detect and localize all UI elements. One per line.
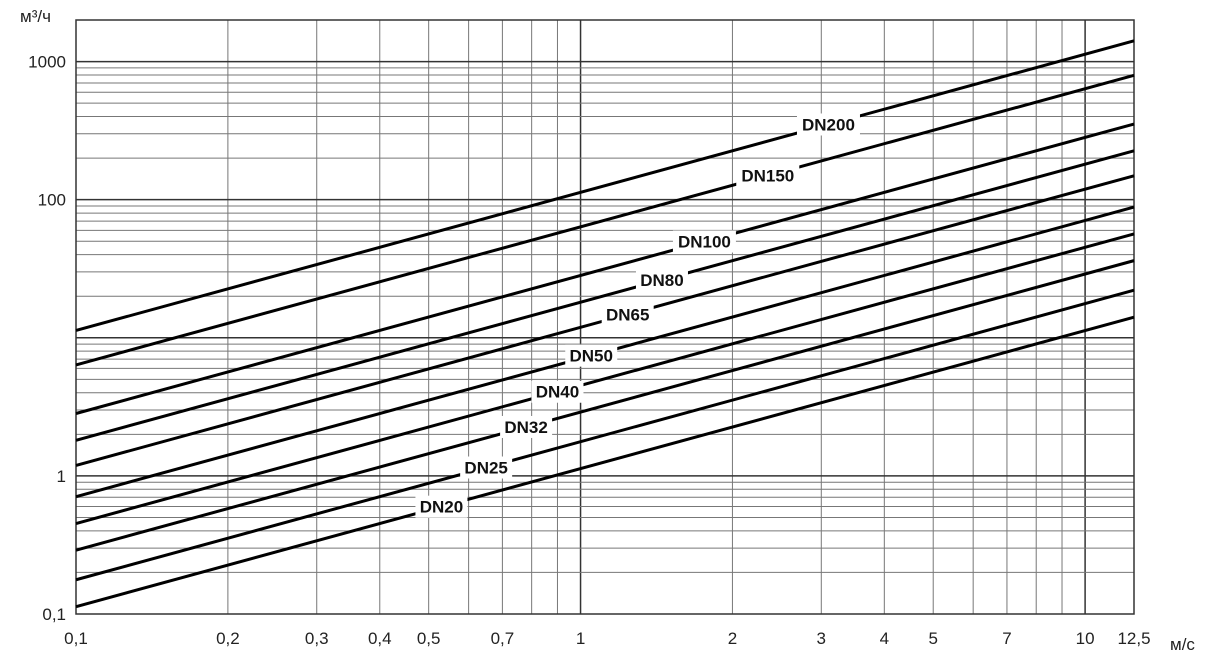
- y-tick-label: 1000: [28, 53, 66, 72]
- x-tick-label: 5: [928, 629, 937, 648]
- y-axis-unit-label: м³/ч: [20, 7, 51, 26]
- series-line-dn20: [75, 315, 1135, 609]
- x-tick-label: 4: [880, 629, 889, 648]
- x-tick-label: 12,5: [1117, 629, 1150, 648]
- x-tick-label: 0,5: [417, 629, 441, 648]
- y-tick-label: 1: [57, 467, 66, 486]
- series-label-bg-dn150: [736, 164, 800, 187]
- series-label-dn150: DN150: [741, 167, 794, 186]
- x-tick-label: 10: [1076, 629, 1095, 648]
- series-line-dn100: [75, 122, 1135, 415]
- series-label-dn65: DN65: [606, 305, 649, 324]
- series-label-bg-dn200: [796, 113, 860, 136]
- y-tick-label: 100: [38, 191, 66, 210]
- series-label-dn200: DN200: [802, 115, 855, 134]
- x-tick-label: 7: [1002, 629, 1011, 648]
- series-label-bg-dn65: [601, 303, 654, 326]
- x-axis-ticks: 0,1 0,2 0,3 0,4 0,5 0,7 1 2 3 4 5 7 10 12,5: [64, 629, 1150, 648]
- x-tick-label: 3: [817, 629, 826, 648]
- x-tick-label: 0,1: [64, 629, 88, 648]
- x-tick-label: 0,2: [216, 629, 240, 648]
- series-line-dn32: [75, 259, 1135, 552]
- series-line-dn80: [75, 149, 1135, 442]
- series-label-bg-dn100: [672, 230, 736, 253]
- series-label-bg-dn40: [531, 380, 584, 403]
- series-label-dn25: DN25: [464, 459, 507, 478]
- x-tick-label: 0,7: [491, 629, 515, 648]
- series-label-dn40: DN40: [536, 383, 579, 402]
- series-label-dn80: DN80: [640, 271, 683, 290]
- series-line-dn150: [75, 73, 1135, 367]
- x-tick-label: 2: [728, 629, 737, 648]
- series-label-bg-dn25: [460, 456, 513, 479]
- x-axis-unit-label: м/с: [1170, 635, 1195, 654]
- series-label-bg-dn20: [415, 495, 468, 518]
- y-tick-label: 0,1: [42, 605, 66, 624]
- series-labels: DN20 DN25 DN32 DN40 DN50 DN65 DN80 DN100 DN150 DN…: [415, 113, 860, 518]
- series-line-dn25: [75, 288, 1135, 582]
- series-line-dn40: [75, 232, 1135, 525]
- series-label-dn100: DN100: [678, 233, 731, 252]
- series-lines: [75, 39, 1135, 609]
- x-tick-label: 0,3: [305, 629, 329, 648]
- plot-area-frame: [75, 19, 1135, 615]
- x-tick-label: 0,4: [368, 629, 392, 648]
- x-tick-label: 1: [576, 629, 585, 648]
- series-label-dn50: DN50: [570, 347, 613, 366]
- series-line-dn200: [75, 39, 1135, 332]
- series-label-bg-dn50: [565, 344, 618, 367]
- series-label-dn32: DN32: [504, 418, 547, 437]
- y-axis-ticks: 0,1 1 100 1000: [28, 53, 66, 624]
- series-label-bg-dn80: [635, 268, 688, 291]
- series-label-dn20: DN20: [420, 498, 463, 517]
- series-label-bg-dn32: [500, 415, 553, 438]
